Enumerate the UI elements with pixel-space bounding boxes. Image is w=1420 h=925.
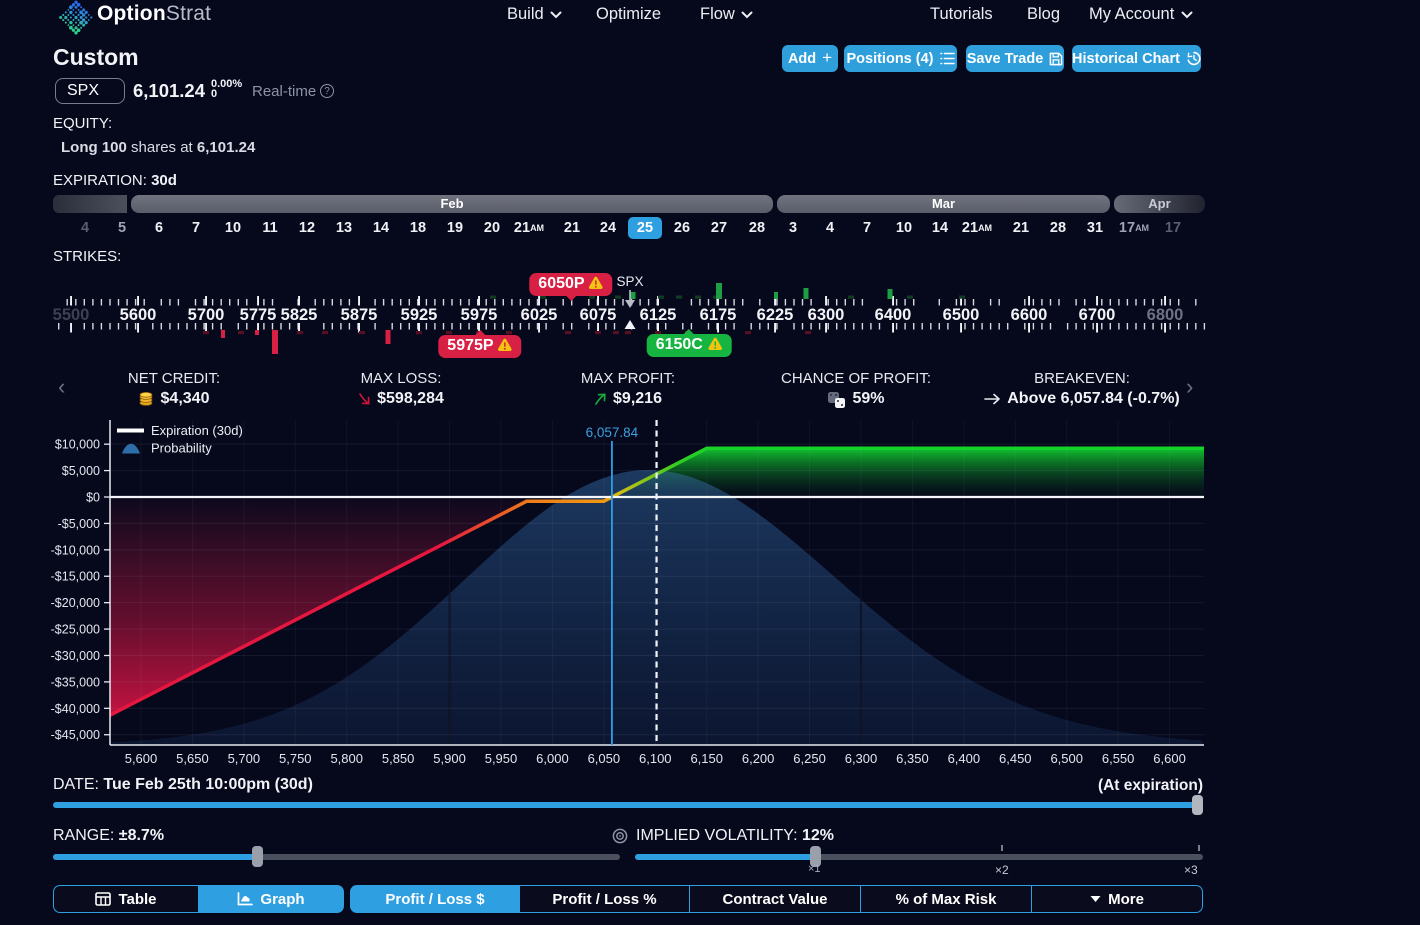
svg-text:5,800: 5,800 [330,751,363,766]
svg-text:5875: 5875 [341,306,378,324]
svg-text:6600: 6600 [1011,306,1048,324]
svg-text:5775: 5775 [240,306,277,324]
svg-text:5600: 5600 [120,306,157,324]
svg-text:$5,000: $5,000 [62,464,100,478]
svg-text:5,700: 5,700 [228,751,261,766]
svg-text:6,150: 6,150 [690,751,723,766]
svg-text:5,650: 5,650 [176,751,209,766]
svg-text:5,950: 5,950 [485,751,518,766]
svg-text:Expiration (30d): Expiration (30d) [151,423,243,438]
svg-text:6300: 6300 [808,306,845,324]
svg-text:-$20,000: -$20,000 [51,596,100,610]
svg-text:Probability: Probability [151,441,212,456]
svg-text:6,000: 6,000 [536,751,569,766]
svg-text:5500: 5500 [53,306,90,324]
svg-text:$0: $0 [86,491,100,505]
svg-text:6175: 6175 [700,306,737,324]
svg-text:6800: 6800 [1147,306,1184,324]
svg-text:5925: 5925 [401,306,438,324]
svg-text:6075: 6075 [580,306,617,324]
svg-text:6,350: 6,350 [896,751,929,766]
svg-text:6500: 6500 [943,306,980,324]
svg-text:5975: 5975 [461,306,498,324]
svg-text:6,250: 6,250 [793,751,826,766]
svg-text:$10,000: $10,000 [55,438,100,452]
svg-text:6,300: 6,300 [845,751,878,766]
svg-text:6400: 6400 [875,306,912,324]
svg-text:6,600: 6,600 [1153,751,1186,766]
svg-text:-$25,000: -$25,000 [51,623,100,637]
svg-text:6,057.84: 6,057.84 [586,425,639,440]
svg-text:6,100: 6,100 [639,751,672,766]
svg-text:6700: 6700 [1079,306,1116,324]
svg-text:6,200: 6,200 [742,751,775,766]
svg-text:-$5,000: -$5,000 [58,517,100,531]
svg-text:SPX: SPX [616,274,643,289]
svg-text:5,900: 5,900 [433,751,466,766]
svg-text:6,450: 6,450 [999,751,1032,766]
svg-text:5825: 5825 [281,306,318,324]
svg-text:6,400: 6,400 [948,751,981,766]
svg-text:-$40,000: -$40,000 [51,702,100,716]
svg-text:6,550: 6,550 [1102,751,1135,766]
svg-text:5,600: 5,600 [125,751,158,766]
svg-text:6225: 6225 [757,306,794,324]
svg-text:-$15,000: -$15,000 [51,570,100,584]
svg-text:-$45,000: -$45,000 [51,728,100,742]
svg-text:5,750: 5,750 [279,751,312,766]
svg-text:6,050: 6,050 [588,751,621,766]
svg-text:-$35,000: -$35,000 [51,675,100,689]
svg-text:5,850: 5,850 [382,751,415,766]
svg-text:5700: 5700 [188,306,225,324]
svg-text:6025: 6025 [521,306,558,324]
svg-text:-$30,000: -$30,000 [51,649,100,663]
svg-text:-$10,000: -$10,000 [51,543,100,557]
svg-text:6125: 6125 [640,306,677,324]
svg-text:6,500: 6,500 [1050,751,1083,766]
